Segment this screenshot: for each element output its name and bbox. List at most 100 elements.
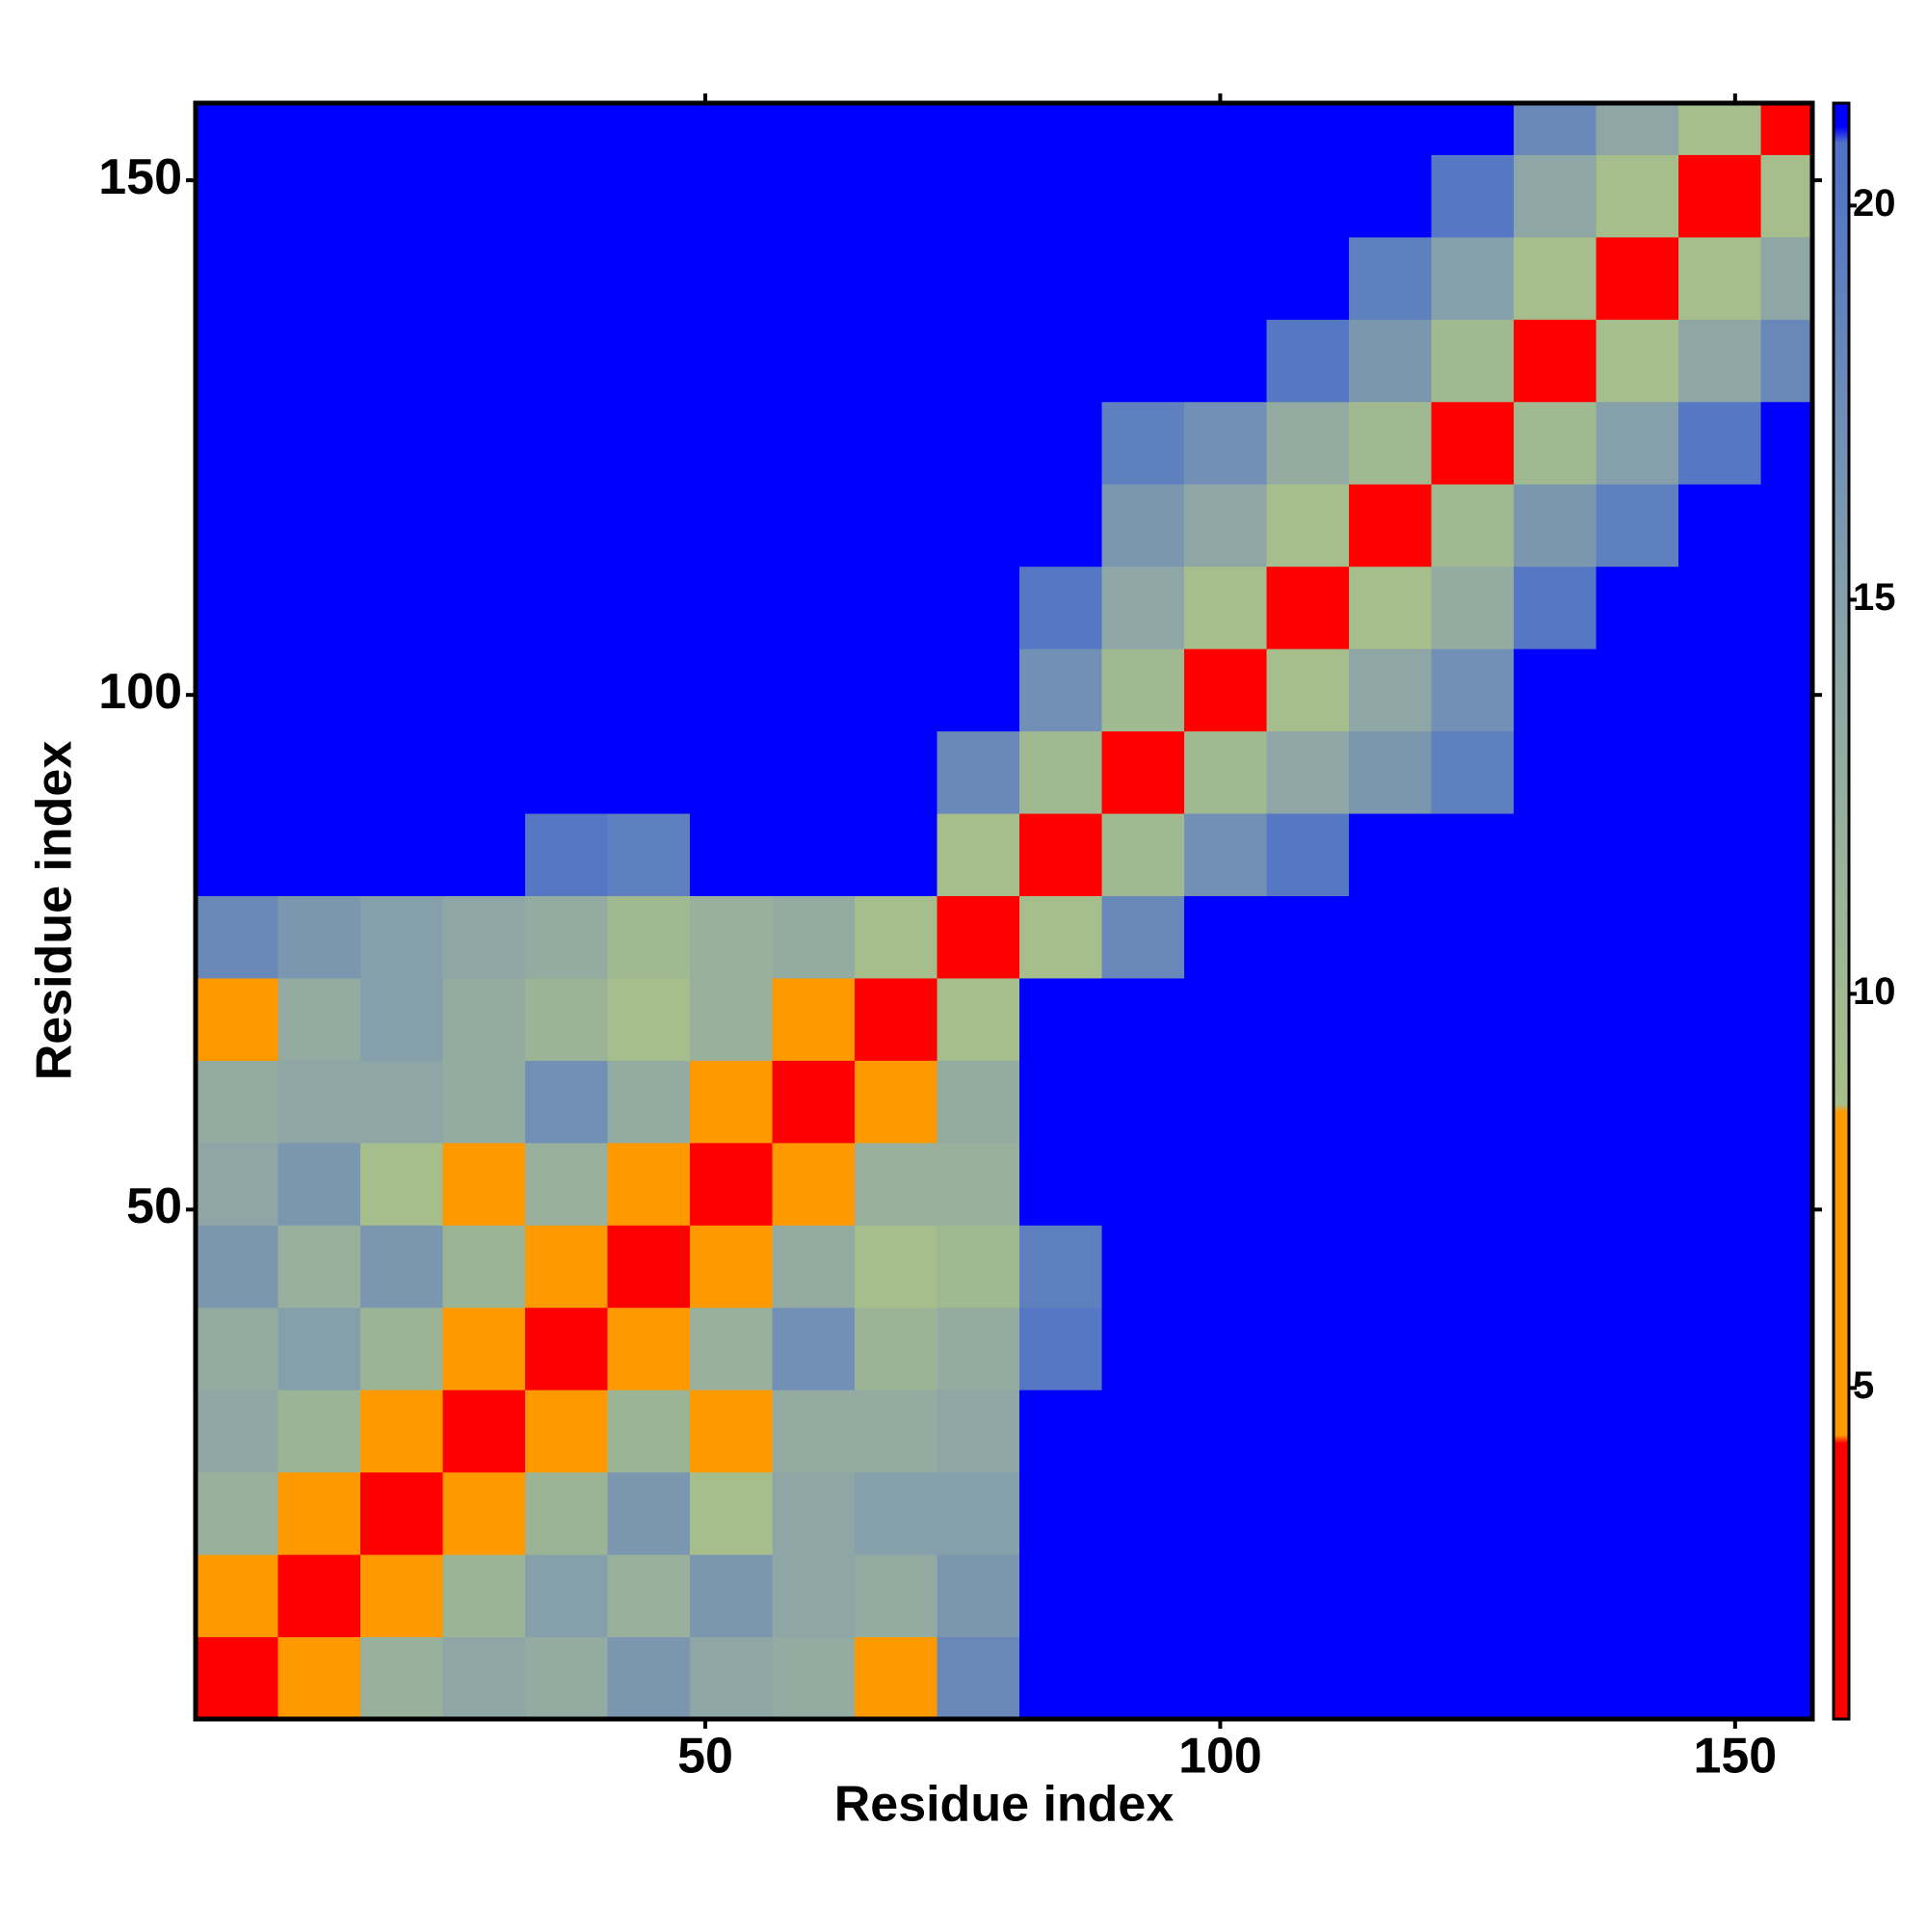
heatmap-cell (525, 319, 609, 403)
heatmap-cell (772, 319, 856, 403)
heatmap-cell (525, 1060, 609, 1144)
heatmap-cell (607, 1142, 691, 1226)
heatmap-cell (360, 730, 444, 814)
heatmap-cell (772, 566, 856, 649)
x-tick-label: 50 (677, 1729, 733, 1785)
heatmap-cell (196, 154, 279, 238)
heatmap-cell (1019, 1554, 1103, 1638)
heatmap-cell (277, 977, 361, 1061)
heatmap-cell (772, 813, 856, 896)
heatmap-cell (1266, 1225, 1350, 1309)
heatmap-cell (772, 1554, 856, 1638)
heatmap-cell (525, 977, 609, 1061)
heatmap-cell (1184, 484, 1268, 568)
heatmap-cell (1019, 1307, 1103, 1390)
heatmap-cell (1514, 895, 1597, 979)
heatmap-cell (1101, 1142, 1185, 1226)
heatmap-cell (1431, 977, 1515, 1061)
heatmap-cell (937, 103, 1020, 155)
heatmap-cell (690, 1225, 774, 1309)
heatmap-cell (360, 1142, 444, 1226)
heatmap-cell (1266, 1142, 1350, 1226)
heatmap-cell (196, 484, 279, 568)
heatmap-cell (607, 895, 691, 979)
heatmap-cell (360, 1307, 444, 1390)
heatmap-cell (690, 1554, 774, 1638)
heatmap-cell (1349, 730, 1433, 814)
heatmap-cell (1596, 401, 1679, 485)
heatmap-cell (855, 1307, 938, 1390)
heatmap-cell (196, 566, 279, 649)
heatmap-cell (1184, 1636, 1268, 1720)
heatmap-cell (1760, 154, 1813, 238)
heatmap-cell (690, 319, 774, 403)
heatmap-cell (855, 977, 938, 1061)
heatmap-cell (360, 1225, 444, 1309)
heatmap-cell (1349, 319, 1433, 403)
heatmap-cell (1760, 1636, 1813, 1720)
heatmap-cell (1101, 1060, 1185, 1144)
heatmap-cell (1266, 1471, 1350, 1555)
heatmap-cell (1678, 1636, 1762, 1720)
heatmap-cell (607, 1554, 691, 1638)
colorbar-tick-label: 15 (1853, 576, 1896, 619)
heatmap-cell (1266, 401, 1350, 485)
heatmap-cell (1101, 154, 1185, 238)
heatmap-cell (1678, 103, 1762, 155)
heatmap-cell (772, 1389, 856, 1473)
heatmap-cell (360, 484, 444, 568)
heatmap-cell (196, 1636, 279, 1720)
heatmap-cell (196, 895, 279, 979)
heatmap-cell (1760, 1142, 1813, 1226)
heatmap-cell (772, 1471, 856, 1555)
heatmap-cell (1019, 977, 1103, 1061)
heatmap-cell (1266, 1636, 1350, 1720)
heatmap-cell (525, 1636, 609, 1720)
heatmap-cell (855, 648, 938, 732)
heatmap-cell (1101, 236, 1185, 320)
heatmap-cell (1431, 319, 1515, 403)
heatmap-cell (1349, 1142, 1433, 1226)
heatmap-cell (772, 1307, 856, 1390)
heatmap-cell (855, 895, 938, 979)
heatmap-cell (1184, 566, 1268, 649)
heatmap-cell (690, 236, 774, 320)
heatmap-cell (1349, 1060, 1433, 1144)
heatmap-cell (196, 1554, 279, 1638)
heatmap-cell (1514, 401, 1597, 485)
heatmap-cell (937, 1307, 1020, 1390)
heatmap-cell (1514, 1471, 1597, 1555)
heatmap-cell (525, 813, 609, 896)
heatmap-cell (607, 484, 691, 568)
heatmap-cell (855, 236, 938, 320)
heatmap-cell (1514, 1636, 1597, 1720)
heatmap-cell (196, 1225, 279, 1309)
heatmap-cell (1349, 103, 1433, 155)
heatmap-cell (1596, 1142, 1679, 1226)
y-axis-title: Residue index (27, 741, 83, 1081)
heatmap-cell (1019, 1636, 1103, 1720)
heatmap-cell (690, 1142, 774, 1226)
colorbar-tick-label: 10 (1853, 970, 1896, 1013)
heatmap-cell (442, 730, 526, 814)
heatmap-cell (1349, 813, 1433, 896)
heatmap-cell (277, 1389, 361, 1473)
heatmap-cell (1266, 895, 1350, 979)
heatmap-cell (607, 1471, 691, 1555)
heatmap-cell (277, 1225, 361, 1309)
heatmap-cell (277, 236, 361, 320)
heatmap-cell (1514, 1554, 1597, 1638)
heatmap-cell (772, 1060, 856, 1144)
heatmap-cell (1101, 1389, 1185, 1473)
heatmap-cell (1349, 484, 1433, 568)
heatmap-cell (1678, 1142, 1762, 1226)
heatmap-cell (1514, 813, 1597, 896)
heatmap-cell (525, 236, 609, 320)
heatmap-cell (1184, 1389, 1268, 1473)
heatmap-cell (1431, 1389, 1515, 1473)
heatmap-cell (1349, 1636, 1433, 1720)
heatmap-cell (277, 895, 361, 979)
heatmap-cell (1349, 401, 1433, 485)
heatmap-cell (1431, 1142, 1515, 1226)
heatmap-cell (442, 895, 526, 979)
